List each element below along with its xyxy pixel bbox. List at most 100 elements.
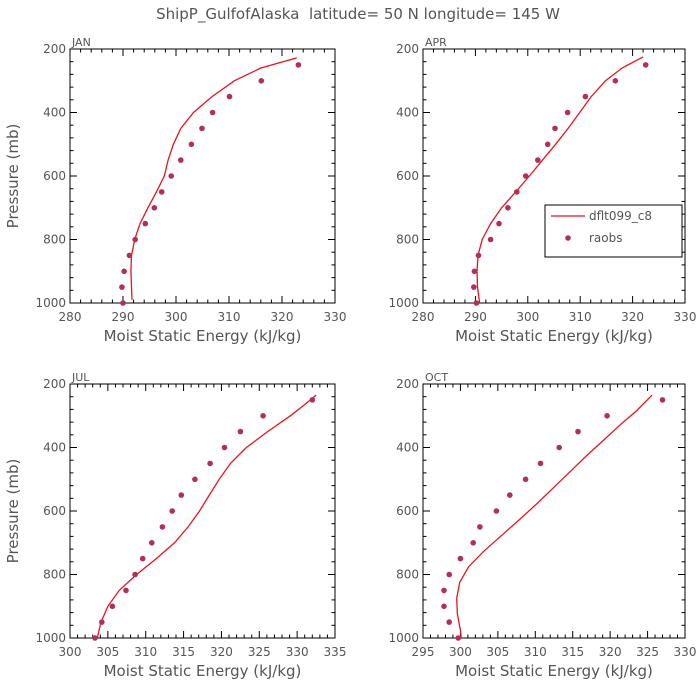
data-point-raobs [514, 189, 520, 195]
panel-apr: APR 280 290 300 310 320 330 1000 800 600 400 200 Moi… [388, 36, 696, 345]
series-line-dflt099-c8 [476, 56, 644, 303]
data-point-raobs [544, 141, 551, 148]
data-point-raobs [99, 619, 105, 625]
data-point-raobs [158, 189, 165, 195]
x-tick-label: 290 [112, 310, 135, 324]
x-tick-label: 305 [486, 645, 509, 659]
y-tick-label: 1000 [388, 631, 419, 645]
y-axis-title: Pressure (mb) [4, 459, 22, 564]
x-tick-label: 300 [449, 645, 472, 659]
x-tick-label: 290 [464, 310, 487, 324]
x-tick-label: 325 [248, 645, 271, 659]
y-tick-label: 200 [396, 42, 419, 56]
data-point-raobs [522, 173, 529, 179]
data-point-raobs [535, 157, 541, 163]
y-tick-label: 800 [43, 568, 66, 582]
y-tick-label: 600 [43, 169, 66, 183]
legend-box [544, 204, 683, 258]
data-point-raobs [260, 413, 266, 419]
x-tick-label: 305 [96, 645, 119, 659]
panel-jan: JAN 280 290 300 310 320 330 1000 800 600 400 200 Moi… [4, 36, 346, 345]
y-tick-label: 800 [396, 233, 419, 247]
data-point-raobs [126, 252, 133, 259]
data-point-raobs [441, 603, 447, 610]
x-tick-label: 300 [59, 645, 82, 659]
data-point-raobs [123, 587, 129, 594]
data-point-raobs [477, 524, 483, 530]
x-axis-title: Moist Static Energy (kJ/kg) [455, 327, 653, 345]
data-point-raobs [226, 93, 233, 100]
data-point-raobs [575, 428, 581, 435]
x-tick-label: 320 [599, 645, 622, 659]
data-point-raobs [457, 555, 464, 562]
data-point-raobs [258, 78, 265, 84]
panel-label: JAN [71, 36, 91, 49]
x-tick-label: 320 [210, 645, 233, 659]
data-point-raobs [446, 571, 453, 578]
data-point-raobs [552, 125, 558, 132]
data-point-raobs [496, 220, 502, 227]
data-point-raobs [604, 413, 610, 419]
x-tick-label: 310 [218, 310, 241, 324]
y-tick-label: 600 [43, 504, 66, 518]
data-point-raobs [471, 268, 478, 275]
data-point-raobs [487, 236, 494, 243]
data-point-raobs [441, 587, 447, 594]
y-tick-label: 200 [396, 377, 419, 391]
x-tick-label: 310 [524, 645, 547, 659]
x-tick-label: 325 [636, 645, 659, 659]
data-point-raobs [505, 205, 511, 211]
x-tick-label: 280 [59, 310, 82, 324]
data-point-raobs [446, 619, 453, 625]
data-point-raobs [556, 444, 562, 451]
data-point-raobs [149, 540, 155, 546]
y-tick-label: 400 [396, 106, 419, 120]
panel-label: JUL [71, 371, 90, 384]
data-point-raobs [199, 125, 205, 132]
y-tick-label: 1000 [388, 296, 419, 310]
y-tick-label: 800 [396, 568, 419, 582]
panels: JAN 280 290 300 310 320 330 1000 800 600 400 200 Moi… [4, 36, 696, 680]
legend-label: raobs [589, 231, 623, 245]
x-axis-title: Moist Static Energy (kJ/kg) [455, 662, 653, 680]
data-point-raobs [209, 109, 216, 116]
x-tick-label: 330 [674, 645, 697, 659]
x-tick-label: 310 [134, 645, 157, 659]
y-tick-label: 400 [43, 441, 66, 455]
plot-frame [422, 383, 686, 639]
y-tick-label: 600 [396, 169, 419, 183]
data-point-raobs [295, 62, 302, 68]
series-line-dflt099-c8 [96, 394, 317, 638]
data-point-raobs [522, 476, 529, 483]
data-point-raobs [178, 492, 185, 498]
data-point-raobs [455, 635, 462, 641]
figure-title: ShipP_GulfofAlaska latitude= 50 N longit… [156, 5, 560, 24]
data-point-raobs [188, 141, 195, 148]
data-point-raobs [169, 508, 175, 514]
x-tick-label: 295 [412, 645, 435, 659]
data-point-raobs [139, 555, 146, 562]
plot-frame [422, 48, 686, 304]
x-tick-label: 320 [621, 310, 644, 324]
data-point-raobs [168, 173, 174, 179]
legend-marker-swatch [565, 235, 571, 241]
y-tick-label: 1000 [35, 631, 66, 645]
x-tick-label: 315 [561, 645, 584, 659]
data-point-raobs [470, 540, 477, 546]
data-point-raobs [109, 603, 116, 610]
data-point-raobs [121, 268, 127, 275]
y-axis-title: Pressure (mb) [4, 124, 22, 229]
data-point-raobs [159, 524, 166, 530]
data-point-raobs [473, 300, 480, 306]
panel-label: APR [425, 36, 447, 49]
y-tick-label: 600 [396, 504, 419, 518]
x-tick-label: 335 [324, 645, 347, 659]
x-tick-label: 310 [569, 310, 592, 324]
y-tick-label: 1000 [35, 296, 66, 310]
data-point-raobs [475, 252, 482, 259]
data-point-raobs [507, 492, 513, 498]
data-point-raobs [132, 571, 138, 578]
data-point-raobs [178, 157, 184, 163]
x-tick-label: 280 [412, 310, 435, 324]
